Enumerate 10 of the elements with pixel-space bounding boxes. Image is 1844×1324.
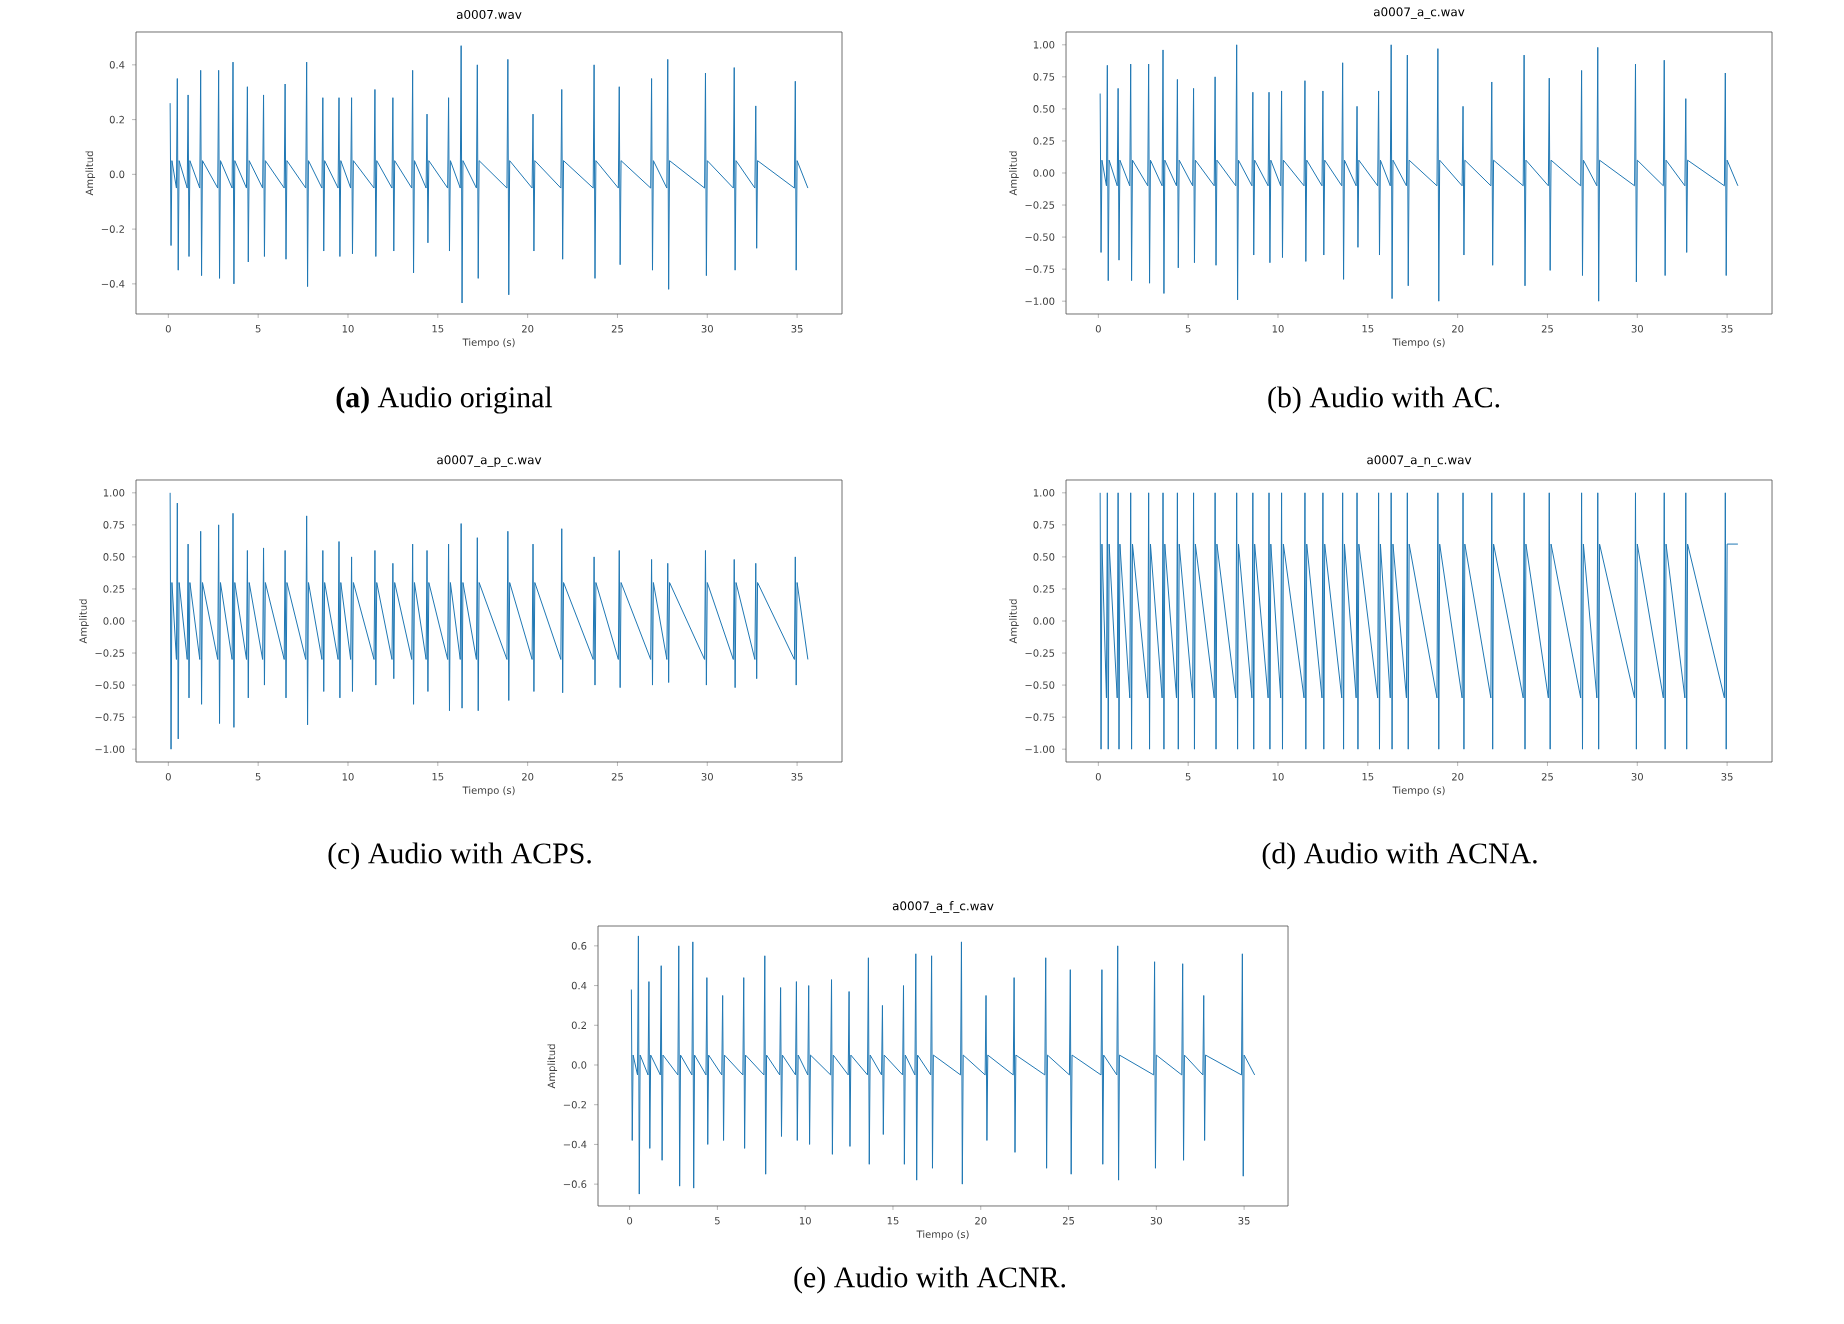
text: (c) Audio with ACPS.	[328, 842, 591, 870]
line-series	[630, 935, 1256, 1195]
line-series	[169, 45, 809, 304]
line-series	[1099, 44, 1739, 302]
line-series	[169, 492, 809, 750]
text: (b) Audio with AC.	[1268, 386, 1500, 414]
text: (a) Audio original	[336, 386, 553, 414]
text: (d) Audio with ACNA.	[1262, 842, 1537, 870]
line-series	[1099, 492, 1739, 750]
text: (e) Audio with ACNR.	[794, 1266, 1066, 1294]
